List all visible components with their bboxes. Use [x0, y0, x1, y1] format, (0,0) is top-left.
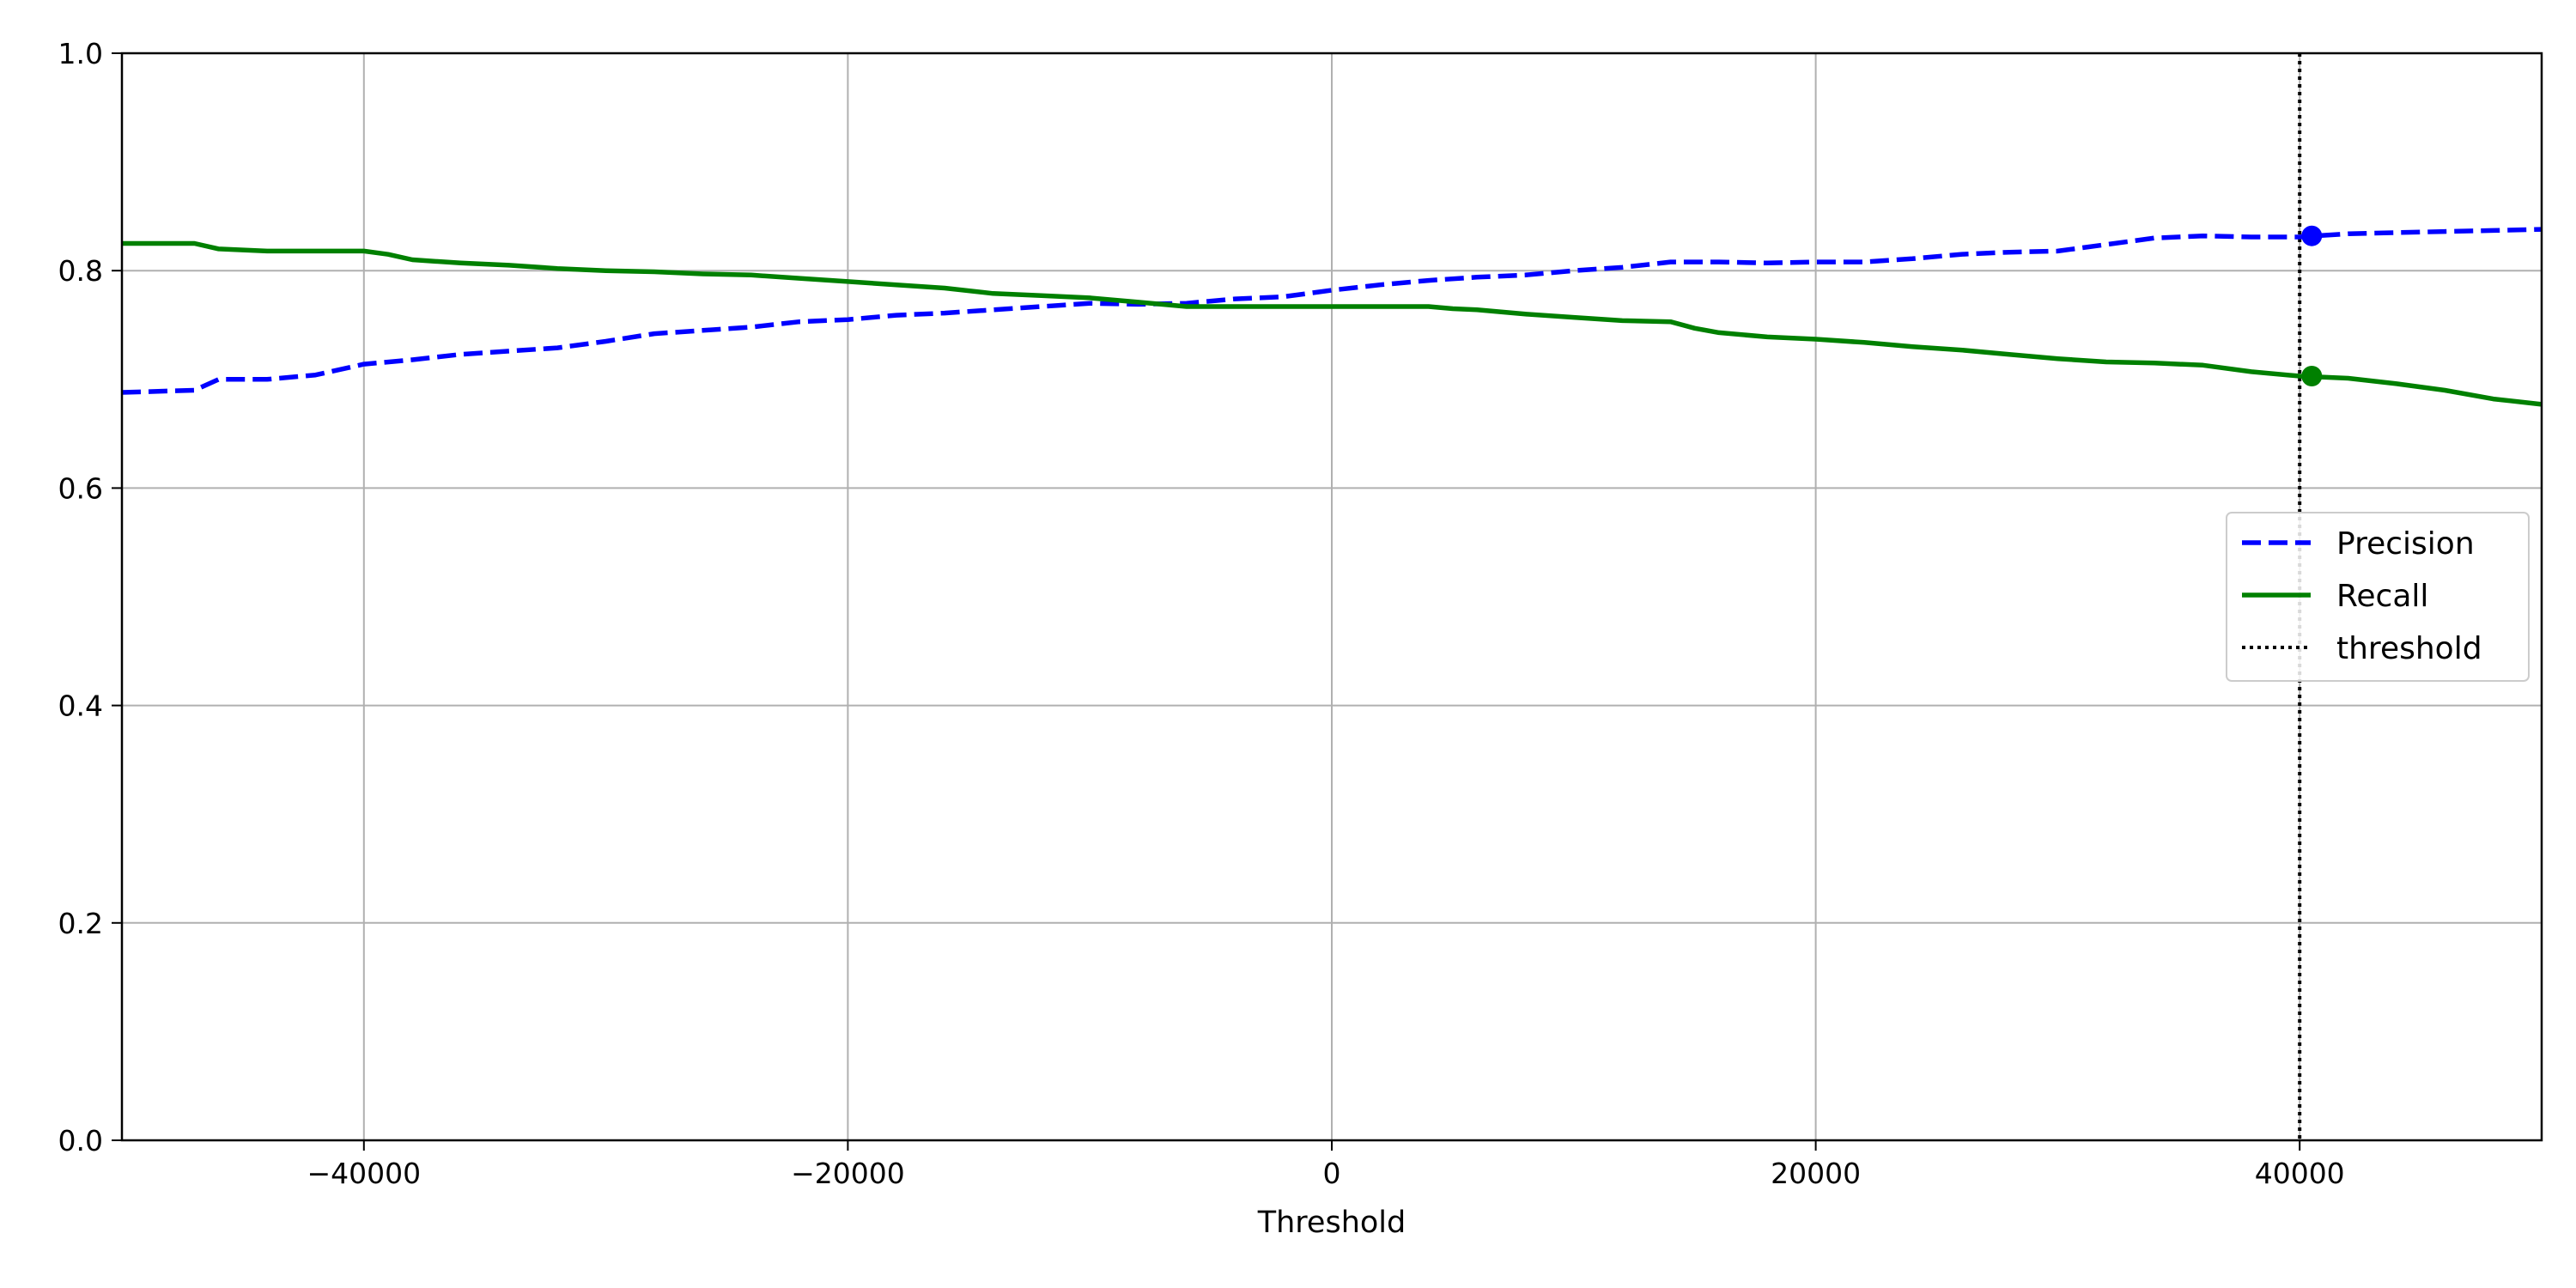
- y-tick-label: 1.0: [58, 37, 103, 70]
- legend-label-recall: Recall: [2336, 579, 2428, 614]
- x-axis-label: Threshold: [1257, 1206, 1406, 1240]
- x-tick-label: −40000: [307, 1157, 421, 1190]
- y-tick-label: 0.8: [58, 254, 103, 288]
- precision-line: [121, 227, 2543, 395]
- recall-threshold-marker: [2301, 366, 2323, 387]
- legend-label-precision: Precision: [2336, 526, 2475, 562]
- y-tick-label: 0.6: [58, 471, 103, 505]
- x-tick-label: 40000: [2255, 1157, 2345, 1190]
- legend-label-threshold: threshold: [2336, 631, 2482, 666]
- recall-line: [122, 240, 2543, 407]
- x-tick-label: −20000: [791, 1157, 905, 1190]
- x-tick-label: 20000: [1771, 1157, 1861, 1190]
- axis-ticks: −40000 −20000 0 20000 40000 0.0 0.2 0.4 0.6 0.8 1.…: [58, 37, 2345, 1190]
- precision-threshold-marker: [2301, 225, 2323, 246]
- legend-box: [2226, 512, 2530, 682]
- x-tick-label: 0: [1323, 1157, 1341, 1190]
- y-tick-label: 0.0: [58, 1124, 103, 1157]
- y-tick-label: 0.4: [58, 690, 103, 723]
- legend: Precision Recall threshold: [2226, 512, 2530, 682]
- y-tick-label: 0.2: [58, 907, 103, 940]
